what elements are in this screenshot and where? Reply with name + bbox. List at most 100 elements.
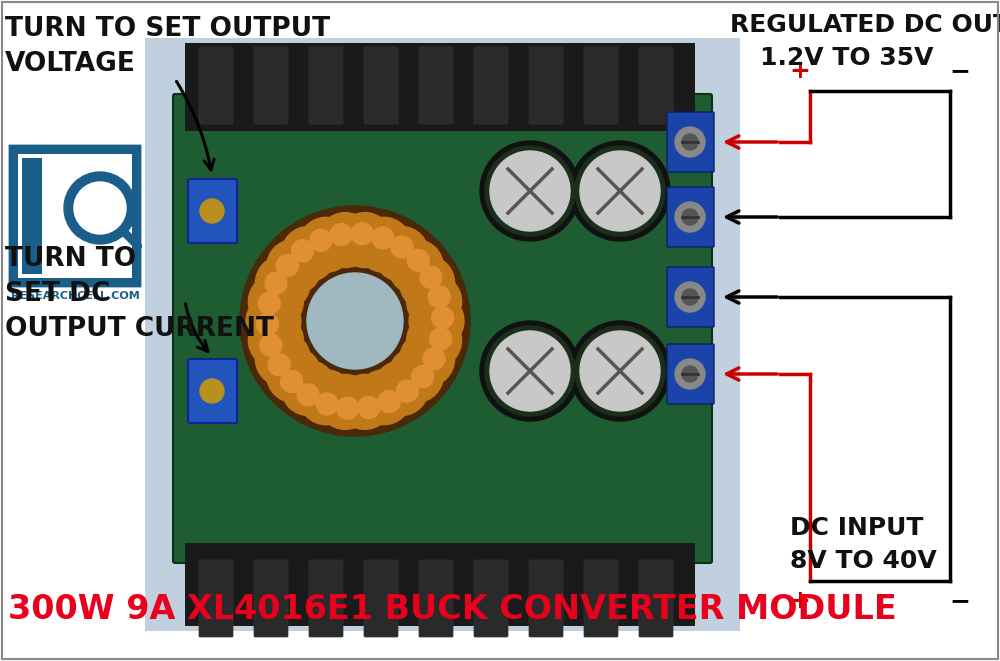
Text: VOLTAGE: VOLTAGE — [5, 51, 136, 77]
Text: 8V TO 40V: 8V TO 40V — [790, 549, 937, 573]
FancyBboxPatch shape — [254, 560, 288, 637]
Text: 1.2V TO 35V: 1.2V TO 35V — [760, 46, 934, 70]
Circle shape — [240, 206, 470, 436]
Circle shape — [682, 366, 698, 382]
Circle shape — [351, 223, 373, 245]
FancyBboxPatch shape — [419, 47, 453, 124]
Circle shape — [248, 274, 303, 329]
Circle shape — [299, 369, 354, 424]
Circle shape — [310, 229, 332, 251]
Circle shape — [378, 391, 400, 412]
Circle shape — [200, 199, 224, 223]
Circle shape — [485, 326, 575, 416]
Circle shape — [400, 256, 455, 311]
FancyBboxPatch shape — [199, 560, 233, 637]
FancyBboxPatch shape — [667, 267, 714, 327]
Circle shape — [675, 202, 705, 232]
Circle shape — [409, 293, 464, 348]
Circle shape — [389, 239, 443, 294]
FancyBboxPatch shape — [188, 179, 237, 243]
Circle shape — [265, 272, 287, 294]
FancyBboxPatch shape — [22, 158, 42, 274]
Circle shape — [490, 151, 570, 231]
Circle shape — [580, 331, 660, 411]
Circle shape — [200, 379, 224, 403]
Text: RESEARCHCELL.COM: RESEARCHCELL.COM — [11, 291, 139, 301]
Circle shape — [299, 217, 354, 272]
Circle shape — [268, 354, 290, 375]
Circle shape — [276, 254, 298, 276]
Circle shape — [570, 141, 670, 241]
FancyBboxPatch shape — [145, 38, 740, 631]
Circle shape — [580, 151, 660, 231]
FancyBboxPatch shape — [364, 47, 398, 124]
Circle shape — [318, 213, 373, 268]
Circle shape — [337, 397, 359, 419]
Circle shape — [337, 374, 392, 430]
Circle shape — [432, 307, 454, 329]
Circle shape — [682, 289, 698, 305]
Text: 300W 9A XL4016E1 BUCK CONVERTER MODULE: 300W 9A XL4016E1 BUCK CONVERTER MODULE — [8, 593, 897, 626]
Circle shape — [260, 334, 282, 356]
Circle shape — [256, 313, 278, 335]
Circle shape — [423, 348, 445, 369]
Circle shape — [246, 293, 301, 348]
Circle shape — [682, 134, 698, 150]
Circle shape — [255, 331, 310, 386]
FancyBboxPatch shape — [199, 47, 233, 124]
FancyBboxPatch shape — [474, 47, 508, 124]
Circle shape — [682, 209, 698, 225]
FancyBboxPatch shape — [667, 187, 714, 247]
FancyBboxPatch shape — [419, 560, 453, 637]
Text: OUTPUT CURRENT: OUTPUT CURRENT — [5, 316, 274, 342]
Circle shape — [675, 282, 705, 312]
Text: TURN TO SET OUTPUT: TURN TO SET OUTPUT — [5, 16, 330, 42]
Text: −: − — [950, 59, 970, 83]
FancyBboxPatch shape — [584, 560, 618, 637]
Circle shape — [490, 331, 570, 411]
Circle shape — [64, 172, 136, 244]
Circle shape — [407, 249, 429, 272]
FancyBboxPatch shape — [254, 47, 288, 124]
FancyBboxPatch shape — [529, 47, 563, 124]
FancyBboxPatch shape — [309, 560, 343, 637]
FancyBboxPatch shape — [529, 560, 563, 637]
Circle shape — [281, 371, 303, 393]
Circle shape — [330, 223, 352, 245]
Circle shape — [575, 326, 665, 416]
Circle shape — [248, 313, 303, 368]
FancyBboxPatch shape — [185, 43, 695, 131]
Circle shape — [337, 213, 392, 268]
Text: SET DC: SET DC — [5, 281, 110, 307]
Text: REGULATED DC OUTPUT: REGULATED DC OUTPUT — [730, 13, 1000, 37]
Circle shape — [297, 384, 319, 406]
Circle shape — [412, 366, 434, 387]
Circle shape — [575, 146, 665, 236]
Circle shape — [267, 239, 321, 294]
Circle shape — [292, 240, 314, 262]
Text: +: + — [790, 589, 810, 613]
Text: DC INPUT: DC INPUT — [790, 516, 923, 540]
FancyBboxPatch shape — [173, 94, 712, 563]
Circle shape — [400, 331, 455, 386]
FancyBboxPatch shape — [639, 47, 673, 124]
Circle shape — [318, 374, 373, 430]
Text: TURN TO: TURN TO — [5, 246, 136, 272]
Circle shape — [307, 273, 403, 369]
FancyBboxPatch shape — [667, 112, 714, 172]
Circle shape — [570, 321, 670, 421]
FancyBboxPatch shape — [185, 543, 695, 626]
Circle shape — [372, 227, 394, 249]
Circle shape — [356, 217, 411, 272]
Circle shape — [407, 313, 462, 368]
Circle shape — [420, 266, 442, 288]
Circle shape — [389, 348, 443, 403]
Circle shape — [316, 393, 338, 415]
Text: −: − — [950, 589, 970, 613]
Circle shape — [356, 369, 411, 424]
Circle shape — [407, 274, 462, 329]
Circle shape — [675, 359, 705, 389]
FancyBboxPatch shape — [639, 560, 673, 637]
Circle shape — [480, 321, 580, 421]
FancyBboxPatch shape — [364, 560, 398, 637]
